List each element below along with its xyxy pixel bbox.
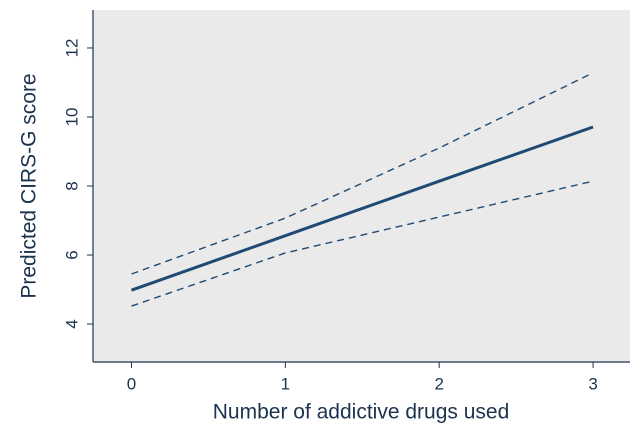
y-tick-label: 6 <box>62 250 81 259</box>
x-tick-label: 3 <box>588 374 597 393</box>
y-tick-label: 4 <box>62 319 81 328</box>
y-tick-label: 10 <box>62 108 81 127</box>
y-tick-label: 12 <box>62 38 81 57</box>
ci-line <box>131 180 594 307</box>
plot-area <box>93 10 630 362</box>
x-axis-label: Number of addictive drugs used <box>213 401 510 424</box>
x-tick-label: 0 <box>127 374 136 393</box>
x-tick-label: 2 <box>434 374 443 393</box>
x-tick-label: 1 <box>281 374 290 393</box>
prediction-line <box>130 125 594 292</box>
y-axis-label: Predicted CIRS-G score <box>18 73 41 298</box>
y-tick-label: 8 <box>62 181 81 190</box>
